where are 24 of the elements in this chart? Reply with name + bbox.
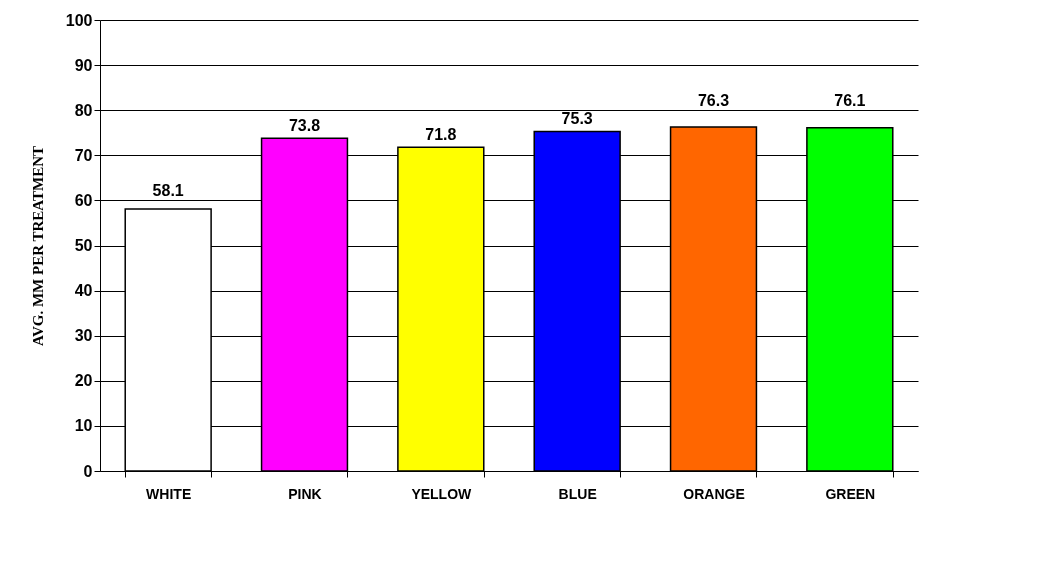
x-tick-label: ORANGE bbox=[683, 485, 745, 502]
y-tick-label: 50 bbox=[74, 237, 93, 254]
x-tick-label: PINK bbox=[288, 485, 322, 502]
y-tick-label: 10 bbox=[74, 417, 93, 435]
x-tick-label: WHITE bbox=[146, 485, 192, 502]
y-tick-label: 0 bbox=[83, 462, 93, 480]
x-tick-label: BLUE bbox=[558, 485, 597, 502]
y-axis-title: AVG. MM PER TREATMENT bbox=[29, 145, 46, 347]
x-tick-label: YELLOW bbox=[411, 485, 473, 502]
data-label: 76.1 bbox=[834, 91, 866, 109]
y-tick-label: 70 bbox=[74, 146, 93, 164]
y-tick-label: 20 bbox=[74, 372, 93, 390]
x-tick-label: GREEN bbox=[825, 485, 876, 502]
y-tick-label: 60 bbox=[74, 191, 93, 209]
data-label: 75.3 bbox=[561, 110, 593, 128]
data-label: 71.8 bbox=[425, 126, 457, 144]
y-tick-label: 90 bbox=[74, 56, 93, 74]
y-tick-label: 40 bbox=[74, 282, 93, 300]
data-label: 76.3 bbox=[697, 91, 730, 109]
y-tick-label: 100 bbox=[65, 11, 93, 29]
data-label: 73.8 bbox=[288, 117, 321, 135]
y-tick-label: 30 bbox=[74, 327, 93, 345]
data-label: 58.1 bbox=[152, 181, 184, 199]
y-tick-label: 80 bbox=[74, 101, 93, 119]
